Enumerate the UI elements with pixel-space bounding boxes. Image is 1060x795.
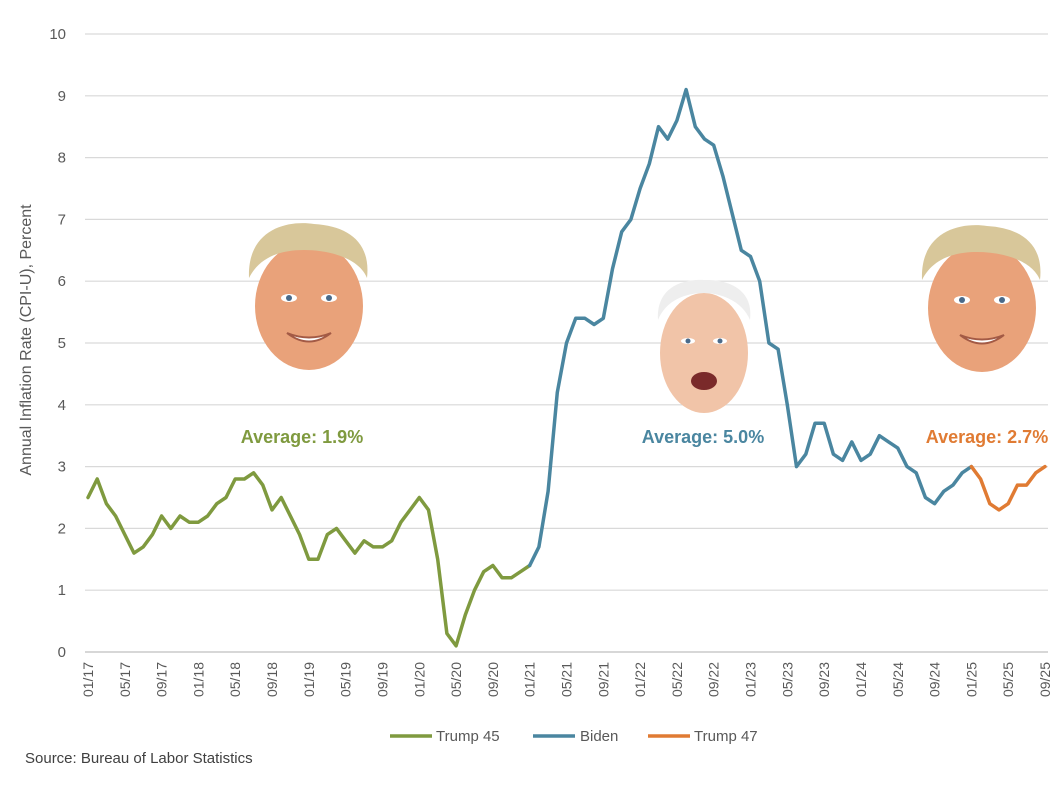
x-tick-label: 05/19	[338, 662, 354, 697]
x-tick-label: 01/23	[743, 662, 759, 697]
x-tick-label: 09/19	[374, 662, 390, 697]
y-axis-ticks: 0 1 2 3 4 5 6 7 8 9 10	[49, 26, 66, 661]
x-tick-label: 05/18	[227, 662, 243, 697]
y-tick-label: 7	[58, 211, 66, 228]
x-tick-label: 05/25	[1000, 662, 1016, 697]
x-tick-label: 09/21	[595, 662, 611, 697]
x-tick-label: 09/20	[485, 662, 501, 697]
x-tick-label: 05/23	[779, 662, 795, 697]
y-tick-label: 6	[58, 273, 66, 290]
x-tick-label: 01/20	[411, 662, 427, 697]
x-axis-ticks: 01/17 05/17 09/17 01/18 05/18 09/18 01/19 05/19…	[80, 662, 1053, 697]
y-tick-label: 4	[58, 397, 66, 414]
x-tick-label: 05/24	[890, 662, 906, 697]
trump-face-2	[921, 225, 1041, 372]
y-tick-label: 1	[58, 582, 66, 599]
x-tick-label: 05/21	[559, 662, 575, 697]
annotation-trump45-average: Average: 1.9%	[241, 427, 363, 447]
annotation-biden-average: Average: 5.0%	[642, 427, 764, 447]
x-tick-label: 09/23	[816, 662, 832, 697]
y-tick-label: 9	[58, 88, 66, 105]
legend-label-trump47: Trump 47	[694, 728, 758, 745]
x-tick-label: 09/24	[927, 662, 943, 697]
legend-label-biden: Biden	[580, 728, 618, 745]
source-note: Source: Bureau of Labor Statistics	[25, 750, 253, 767]
x-tick-label: 01/19	[301, 662, 317, 697]
x-tick-label: 01/18	[190, 662, 206, 697]
trump-face-1	[248, 223, 368, 370]
y-tick-label: 0	[58, 644, 66, 661]
legend: Trump 45 Biden Trump 47	[390, 728, 758, 745]
x-tick-label: 05/20	[448, 662, 464, 697]
y-tick-label: 10	[49, 26, 66, 43]
y-tick-label: 2	[58, 520, 66, 537]
series-lines	[86, 87, 1047, 648]
x-tick-label: 01/24	[853, 662, 869, 697]
y-tick-label: 5	[58, 335, 66, 352]
x-tick-label: 05/22	[669, 662, 685, 697]
x-tick-label: 01/21	[522, 662, 538, 697]
y-axis-label: Annual Inflation Rate (CPI-U), Percent	[18, 204, 35, 476]
x-tick-label: 09/22	[706, 662, 722, 697]
x-tick-label: 09/17	[154, 662, 170, 697]
annotation-trump47-average: Average: 2.7%	[926, 427, 1048, 447]
y-tick-label: 3	[58, 459, 66, 476]
x-tick-label: 01/25	[963, 662, 979, 697]
x-tick-label: 01/17	[80, 662, 96, 697]
legend-label-trump45: Trump 45	[436, 728, 500, 745]
y-tick-label: 8	[58, 150, 66, 167]
x-tick-label: 09/25	[1037, 662, 1053, 697]
x-tick-label: 09/18	[264, 662, 280, 697]
x-tick-label: 05/17	[117, 662, 133, 697]
series-line-trump-45	[86, 471, 532, 648]
x-tick-label: 01/22	[632, 662, 648, 697]
series-line-trump-47	[969, 464, 1047, 512]
biden-face	[657, 279, 751, 413]
series-line-biden	[527, 87, 974, 568]
